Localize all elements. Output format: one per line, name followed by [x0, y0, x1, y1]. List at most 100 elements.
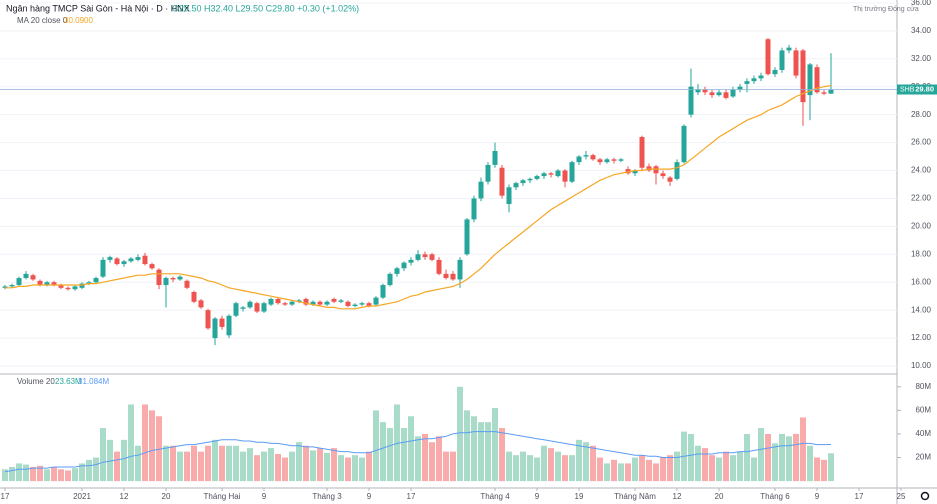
- x-tick-label: 9: [535, 492, 540, 501]
- volume-bar: [106, 439, 113, 482]
- volume-bar: [771, 443, 778, 482]
- candle-body: [688, 86, 694, 115]
- candle-body: [331, 298, 337, 302]
- volume-ma-legend-value: 31.084M: [78, 377, 109, 386]
- candle-body: [380, 285, 386, 298]
- x-tick-label: 9: [367, 492, 372, 501]
- volume-tick-label: 80M: [915, 382, 931, 391]
- volume-ma-line: [4, 431, 832, 473]
- candle-body: [667, 177, 673, 182]
- volume-bar: [36, 465, 43, 482]
- candle-body: [261, 303, 267, 312]
- volume-bar: [568, 455, 575, 482]
- volume-bar: [113, 451, 120, 482]
- candle-body: [415, 254, 421, 260]
- candle-body: [464, 219, 470, 255]
- y-tick-label: 34.00: [911, 26, 932, 35]
- volume-bar: [141, 404, 148, 482]
- volume-bar: [309, 450, 316, 482]
- candle-body: [212, 318, 218, 339]
- last-price-tag: [897, 84, 937, 95]
- candle-body: [240, 307, 246, 309]
- candle-body: [58, 285, 64, 288]
- candle-body: [821, 92, 827, 94]
- ohlc-values: O29.50 H32.40 L29.50 C29.80 +0.30 (+1.02…: [172, 3, 359, 13]
- candle-body: [135, 257, 141, 260]
- ma-legend-value: 30.0900: [64, 16, 93, 25]
- volume-bar: [442, 451, 449, 482]
- candle-body: [219, 318, 225, 327]
- last-price-symbol: SHB: [900, 86, 915, 93]
- x-tick-label: Tháng Hai: [204, 492, 241, 501]
- volume-bar: [218, 445, 225, 482]
- volume-bar: [435, 436, 442, 482]
- candle-body: [429, 254, 435, 260]
- candle-body: [576, 156, 582, 163]
- candle-body: [513, 183, 519, 188]
- candle-body: [583, 155, 589, 157]
- volume-bar: [127, 404, 134, 482]
- volume-tick-label: 20M: [915, 453, 931, 462]
- candle-body: [394, 268, 400, 274]
- volume-bar: [638, 455, 645, 482]
- volume-bar: [554, 451, 561, 482]
- candle-body: [793, 50, 799, 76]
- candle-body: [660, 173, 666, 177]
- candle-body: [79, 283, 85, 288]
- candle-body: [604, 159, 610, 163]
- volume-bar: [330, 448, 337, 482]
- volume-bar: [323, 452, 330, 482]
- volume-bar: [561, 455, 568, 482]
- candle-body: [807, 64, 813, 96]
- volume-bar: [57, 469, 64, 482]
- candle-body: [786, 47, 792, 51]
- volume-bar: [596, 457, 603, 482]
- volume-bar: [365, 451, 372, 482]
- x-tick-label: 9: [262, 492, 267, 501]
- volume-bar: [589, 445, 596, 482]
- candle-body: [121, 261, 127, 265]
- candle-body: [723, 92, 729, 98]
- candle-body: [366, 303, 372, 306]
- candle-body: [744, 81, 750, 84]
- candle-body: [373, 297, 379, 305]
- volume-bar: [43, 469, 50, 482]
- candle-body: [597, 159, 603, 163]
- volume-bar: [64, 470, 71, 482]
- candle-body: [639, 136, 645, 168]
- volume-bar: [78, 463, 85, 482]
- x-tick-label: 20: [162, 492, 171, 501]
- volume-bar: [85, 459, 92, 482]
- candle-body: [478, 181, 484, 199]
- candle-body: [114, 258, 120, 265]
- candle-body: [352, 304, 358, 306]
- candle-body: [149, 264, 155, 269]
- candle-body: [16, 278, 22, 286]
- volume-bar: [176, 451, 183, 482]
- candle-body: [653, 166, 659, 174]
- volume-bar: [29, 466, 36, 482]
- volume-bar: [575, 439, 582, 482]
- volume-bar: [211, 439, 218, 482]
- candle-body: [499, 167, 505, 196]
- x-tick-label: Tháng 3: [312, 492, 342, 501]
- volume-bar: [134, 445, 141, 482]
- volume-bar: [526, 455, 533, 482]
- settings-icon[interactable]: [920, 491, 930, 501]
- candle-body: [338, 300, 344, 302]
- candle-body: [205, 310, 211, 329]
- candle-body: [86, 282, 92, 284]
- volume-bar: [232, 445, 239, 482]
- x-tick-label: 12: [120, 492, 129, 501]
- y-tick-label: 22.00: [911, 194, 932, 203]
- ma-line: [5, 84, 832, 310]
- y-tick-label: 36.00: [911, 0, 932, 7]
- volume-bar: [694, 445, 701, 482]
- x-tick-label: 17: [407, 492, 416, 501]
- volume-bar: [337, 455, 344, 482]
- volume-bar: [519, 451, 526, 482]
- candle-body: [324, 301, 330, 305]
- candle-body: [695, 89, 701, 93]
- volume-bar: [540, 445, 547, 482]
